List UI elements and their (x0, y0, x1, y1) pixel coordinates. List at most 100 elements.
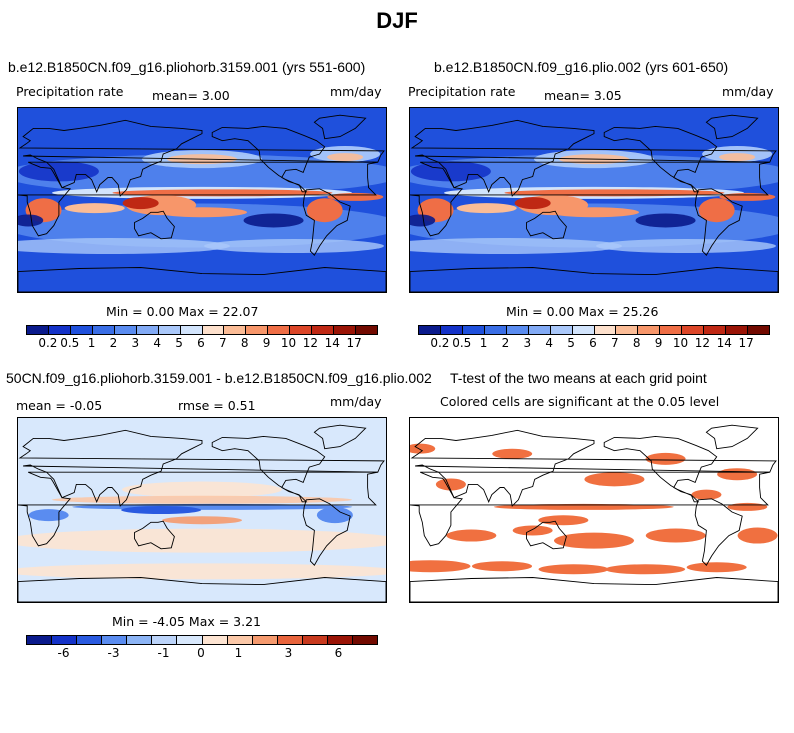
panel3-colorbar (26, 635, 378, 645)
coastline (410, 161, 770, 237)
storm-track (204, 239, 384, 253)
panel1-colorbar (26, 325, 378, 335)
spcz (549, 207, 639, 218)
coastline (705, 424, 759, 450)
colorbar-swatch (312, 326, 335, 334)
panel1-title: b.e12.B1850CN.f09_g16.pliohorb.3159.001 … (8, 59, 366, 75)
panel2-variable-label: Precipitation rate (408, 84, 516, 99)
coastline (302, 498, 351, 566)
colorbar-swatch (252, 636, 278, 644)
colorbar-tick-label: 7 (219, 336, 227, 350)
indian-ocean-rain (64, 203, 125, 214)
panel2-colorbar (418, 325, 770, 335)
amazon-rain (698, 198, 735, 223)
colorbar-swatch (227, 636, 253, 644)
panel4-ttest-map (409, 417, 779, 603)
colorbar-tick-label: 10 (672, 336, 689, 350)
colorbar-swatch (440, 326, 463, 334)
colorbar-swatch (202, 326, 225, 334)
colorbar-swatch (70, 326, 93, 334)
warm-pool (122, 197, 159, 210)
colorbar-tick-label: 14 (324, 336, 340, 350)
significant-cells (691, 489, 722, 500)
colorbar-tick-label: 6 (197, 336, 205, 350)
negative-anomaly (121, 506, 202, 514)
coastline (705, 114, 759, 140)
coastline (211, 125, 326, 193)
colorbar-tick-label: 7 (611, 336, 619, 350)
colorbar-swatch (114, 326, 137, 334)
subtropic-band (410, 154, 778, 195)
colorbar-tick-label: 8 (632, 336, 641, 350)
spcz (157, 207, 247, 218)
colorbar-tick-label: 0.5 (60, 336, 80, 350)
storm-track (18, 238, 230, 254)
colorbar-tick-label: 3 (523, 336, 532, 350)
significant-cells (493, 503, 674, 510)
significant-cells (512, 525, 553, 536)
colorbar-swatch (52, 636, 78, 644)
colorbar-tick-label: 4 (153, 336, 162, 350)
storm-track (596, 239, 776, 253)
colorbar-swatch (158, 326, 181, 334)
significant-cells (645, 452, 686, 465)
colorbar-tick-label: 9 (262, 336, 271, 350)
colorbar-tick-label: 3 (284, 646, 293, 660)
panel1-mean-label: mean= 3.00 (152, 88, 230, 103)
coastline (18, 471, 378, 547)
panel4-title: T-test of the two means at each grid poi… (450, 370, 707, 386)
colorbar-tick-label: 12 (302, 336, 319, 350)
significant-cells (435, 478, 466, 491)
significant-cells (472, 561, 532, 572)
colorbar-tick-label: 10 (280, 336, 297, 350)
colorbar-swatch (152, 636, 178, 644)
colorbar-swatch (616, 326, 639, 334)
coastline (410, 267, 778, 292)
panel3-rmse-label: rmse = 0.51 (178, 398, 256, 413)
storm-track (327, 153, 364, 162)
colorbar-tick-label: 14 (716, 336, 732, 350)
panel2-colorbar-labels: 0.2 0.5 1 2 3 4 5 6 7 8 9 10 12 14 17 (418, 336, 768, 350)
coastline (410, 119, 777, 197)
colorbar-swatch (127, 636, 153, 644)
coastline (302, 188, 351, 256)
colorbar-tick-label: 3 (131, 336, 140, 350)
colorbar-tick-label: 12 (694, 336, 711, 350)
coastline (603, 435, 718, 503)
colorbar-swatch (224, 326, 247, 334)
coastline (18, 161, 378, 237)
colorbar-tick-label: 5 (567, 336, 575, 350)
significant-cells (645, 528, 706, 543)
coastline (313, 424, 367, 450)
coastline (18, 577, 386, 602)
colorbar-swatch (327, 636, 354, 644)
colorbar-swatch (419, 326, 441, 334)
colorbar-swatch (48, 326, 71, 334)
positive-anomaly (18, 528, 386, 553)
colorbar-tick-label: 6 (334, 646, 343, 660)
colorbar-swatch (353, 636, 378, 644)
colorbar-tick-label: -3 (107, 646, 120, 660)
significant-cells (605, 564, 686, 575)
colorbar-swatch (748, 326, 769, 334)
dry-area (243, 213, 304, 228)
colorbar-swatch (704, 326, 727, 334)
positive-anomaly (162, 516, 242, 525)
colorbar-swatch (290, 326, 313, 334)
coastline (694, 188, 743, 256)
colorbar-swatch (334, 326, 357, 334)
colorbar-tick-label: 1 (87, 336, 96, 350)
colorbar-swatch (268, 326, 291, 334)
colorbar-swatch (180, 326, 203, 334)
colorbar-swatch (177, 636, 203, 644)
coastline (18, 119, 385, 197)
colorbar-swatch (27, 636, 53, 644)
coastline (526, 520, 567, 550)
colorbar-tick-label: 17 (346, 336, 362, 350)
storm-track (410, 238, 622, 254)
positive-anomaly (18, 563, 386, 580)
colorbar-swatch (484, 326, 507, 334)
panel2-precip-map (409, 107, 779, 293)
coastline (134, 210, 175, 240)
colorbar-swatch (302, 636, 328, 644)
